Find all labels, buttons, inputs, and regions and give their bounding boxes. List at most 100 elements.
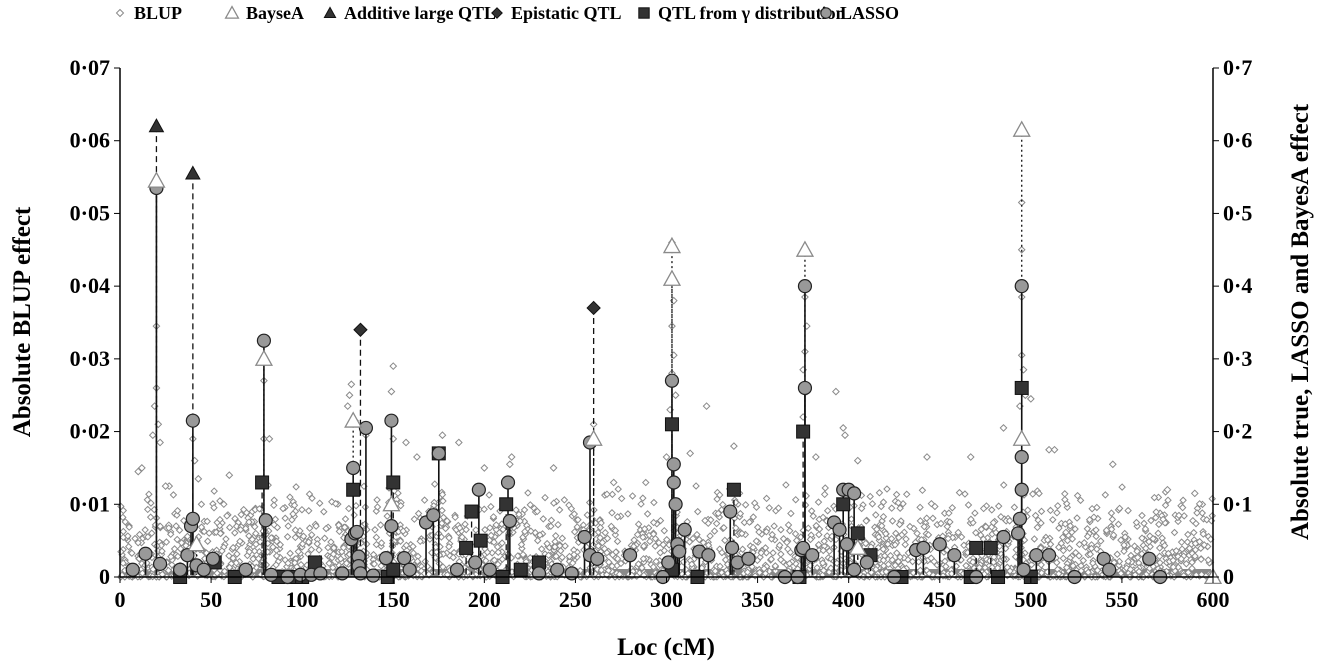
- blup-point: [544, 551, 553, 560]
- blup-point: [1164, 496, 1172, 504]
- blup-point: [809, 512, 818, 520]
- blup-point: [1188, 564, 1196, 573]
- gamma-qtl-point: [513, 562, 528, 577]
- lasso-point: [426, 508, 441, 523]
- lasso-point: [577, 529, 592, 545]
- blup-point: [520, 506, 529, 514]
- blup-point: [1124, 557, 1132, 566]
- blup-point: [792, 536, 801, 545]
- blup-point: [820, 537, 828, 546]
- blup-point: [887, 534, 896, 543]
- blup-point: [994, 502, 1003, 510]
- blup-point: [1193, 509, 1201, 517]
- blup-point: [769, 549, 777, 557]
- blup-point: [373, 496, 381, 504]
- blup-point: [1029, 490, 1037, 498]
- blup-point: [791, 530, 800, 538]
- blup-point: [975, 563, 984, 572]
- lasso-point: [947, 548, 962, 563]
- blup-point: [771, 567, 780, 575]
- blup-point: [231, 529, 239, 537]
- blup-point: [720, 523, 728, 532]
- blup-point: [882, 534, 890, 542]
- blup-point: [811, 453, 820, 461]
- blup-point: [656, 516, 665, 525]
- blup-point: [784, 521, 793, 529]
- lasso-point: [502, 513, 517, 529]
- blup-point: [861, 539, 870, 548]
- blup-point: [402, 541, 411, 550]
- blup-point: [787, 509, 795, 518]
- blup-point: [827, 564, 835, 572]
- blup-point: [1037, 507, 1046, 516]
- blup-point: [167, 552, 175, 561]
- lasso-point: [672, 544, 687, 559]
- blup-point: [480, 464, 489, 472]
- blup-point: [336, 555, 345, 563]
- blup-point: [944, 534, 952, 543]
- blup-point: [649, 518, 658, 527]
- blup-point: [389, 362, 398, 371]
- blup-point: [231, 514, 239, 523]
- blup-point: [659, 540, 667, 549]
- lasso-point: [796, 540, 811, 556]
- blup-point: [438, 519, 446, 528]
- blup-point: [174, 552, 182, 561]
- epistatic-qtl-legend-icon: [491, 7, 503, 19]
- blup-point: [1045, 445, 1053, 454]
- blup-point: [328, 498, 336, 506]
- x-axis-title: Loc (cM): [617, 634, 715, 661]
- blup-point: [156, 438, 164, 447]
- blup-point: [265, 434, 274, 443]
- blup-point: [377, 562, 385, 570]
- legend-label: Epistatic QTL: [511, 3, 622, 23]
- axes: 0 0·01 0·02 0·03 0·04 0·05 0·06 0·07 0 0·1 0·2 0·3 0…: [70, 55, 1253, 612]
- blup-point: [343, 402, 352, 411]
- blup-point: [320, 534, 329, 543]
- blup-point: [289, 510, 297, 518]
- blup-point: [832, 387, 840, 396]
- blup-point: [1049, 515, 1057, 524]
- blup-point: [383, 512, 391, 520]
- blup-point: [554, 520, 562, 529]
- blup-point: [229, 554, 237, 562]
- blup-point: [291, 533, 300, 542]
- blup-point: [527, 527, 535, 535]
- blup-point: [409, 542, 417, 551]
- blup-point: [884, 560, 893, 569]
- lasso-point: [677, 522, 692, 537]
- blup-point: [743, 568, 752, 576]
- blup-point: [299, 532, 308, 541]
- blup-point: [483, 548, 492, 557]
- blup-point: [651, 542, 660, 550]
- blup-point: [710, 527, 719, 535]
- y-tick-label-left: 0·05: [70, 200, 110, 225]
- blup-point: [930, 557, 938, 566]
- gamma-qtl-point: [386, 562, 401, 577]
- blup-point: [1086, 550, 1095, 559]
- blup-point: [550, 499, 558, 507]
- blup-point: [245, 548, 254, 556]
- blup-point: [135, 530, 144, 539]
- lasso-point: [378, 550, 394, 566]
- blup-point: [613, 561, 621, 570]
- blup-point: [768, 530, 776, 539]
- blup-point: [971, 509, 979, 517]
- blup-point: [1054, 502, 1062, 510]
- blup-point: [117, 502, 125, 511]
- blup-point: [972, 529, 980, 537]
- blup-point: [614, 485, 622, 493]
- blup-point: [873, 525, 881, 534]
- blup-point: [176, 545, 185, 553]
- blup-point: [997, 512, 1005, 521]
- blup-point: [639, 494, 647, 502]
- blup-point: [1156, 558, 1164, 567]
- blup-point: [693, 530, 701, 539]
- lasso-point: [666, 457, 681, 472]
- blup-point: [736, 509, 745, 518]
- blup-point: [1088, 504, 1096, 513]
- blup-point: [166, 530, 175, 539]
- blup-point: [329, 563, 337, 572]
- blup-point: [173, 506, 182, 515]
- blup-point: [342, 559, 351, 568]
